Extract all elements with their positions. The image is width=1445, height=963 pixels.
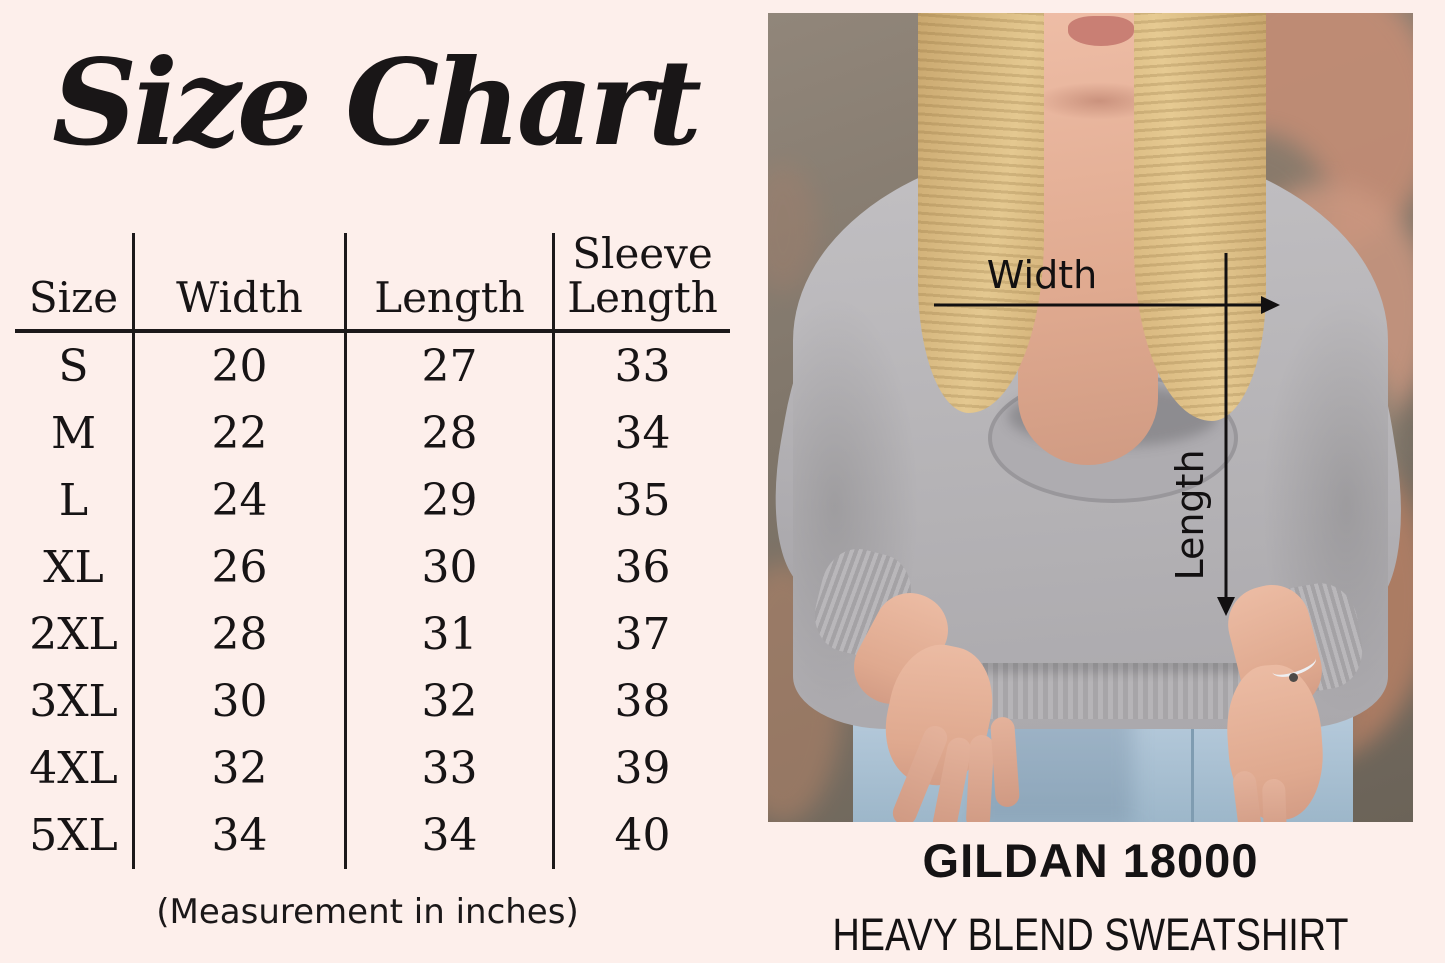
cell-size: 5XL — [15, 802, 135, 869]
page-title: Size Chart — [51, 33, 702, 172]
jeans-seam — [1191, 716, 1194, 822]
product-photo: Width Length — [768, 13, 1413, 822]
cell-length: 32 — [347, 668, 555, 735]
cell-sleeve: 39 — [614, 743, 671, 794]
cell-width: 28 — [135, 601, 347, 668]
cell-length: 30 — [347, 534, 555, 601]
cell-length: 34 — [347, 802, 555, 869]
column-header-sleeve-length: Sleeve Length — [555, 231, 730, 333]
length-annotation-label: Length — [1168, 449, 1212, 581]
cell-width: 24 — [135, 467, 347, 534]
cell-width: 30 — [135, 668, 347, 735]
cell-size: XL — [15, 534, 135, 601]
cell-size: 3XL — [15, 668, 135, 735]
model-hair-right — [1134, 13, 1266, 421]
cell-length: 29 — [347, 467, 555, 534]
cell-sleeve: 36 — [614, 542, 671, 593]
measurement-arrows — [934, 253, 1280, 616]
column-header-width: Width — [135, 233, 347, 333]
cell-length: 33 — [347, 735, 555, 802]
cell-width: 26 — [135, 534, 347, 601]
product-name: HEAVY BLEND SWEATSHIRT — [832, 909, 1349, 960]
product-model: GILDAN 18000 — [922, 834, 1259, 887]
cell-sleeve: 33 — [614, 341, 671, 392]
cell-length: 27 — [347, 333, 555, 400]
column-header-size: Size — [15, 233, 135, 333]
column-header-length: Length — [347, 233, 555, 333]
cell-size: M — [15, 400, 135, 467]
cell-length: 31 — [347, 601, 555, 668]
product-caption: GILDAN 18000 HEAVY BLEND SWEATSHIRT — [768, 834, 1413, 960]
model-lips — [1068, 16, 1134, 46]
cell-size: 4XL — [15, 735, 135, 802]
cell-width: 22 — [135, 400, 347, 467]
cell-sleeve: 40 — [614, 810, 671, 861]
size-chart-table: Size Width Length Sleeve Length S 20 27 … — [15, 231, 730, 869]
bracelet-charm — [1289, 673, 1298, 682]
width-annotation-label: Width — [986, 253, 1098, 297]
cell-size: 2XL — [15, 601, 135, 668]
cell-length: 28 — [347, 400, 555, 467]
model-hair-left — [918, 13, 1044, 413]
cell-sleeve: 35 — [614, 475, 671, 526]
cell-width: 34 — [135, 802, 347, 869]
cell-width: 20 — [135, 333, 347, 400]
cell-size: S — [15, 333, 135, 400]
cell-width: 32 — [135, 735, 347, 802]
cell-sleeve: 34 — [614, 408, 671, 459]
cell-sleeve: 38 — [614, 676, 671, 727]
measurement-note: (Measurement in inches) — [156, 892, 579, 932]
cell-size: L — [15, 467, 135, 534]
cell-sleeve: 37 — [614, 609, 671, 660]
length-arrowhead-icon — [1217, 597, 1235, 616]
width-arrowhead-icon — [1261, 296, 1280, 314]
